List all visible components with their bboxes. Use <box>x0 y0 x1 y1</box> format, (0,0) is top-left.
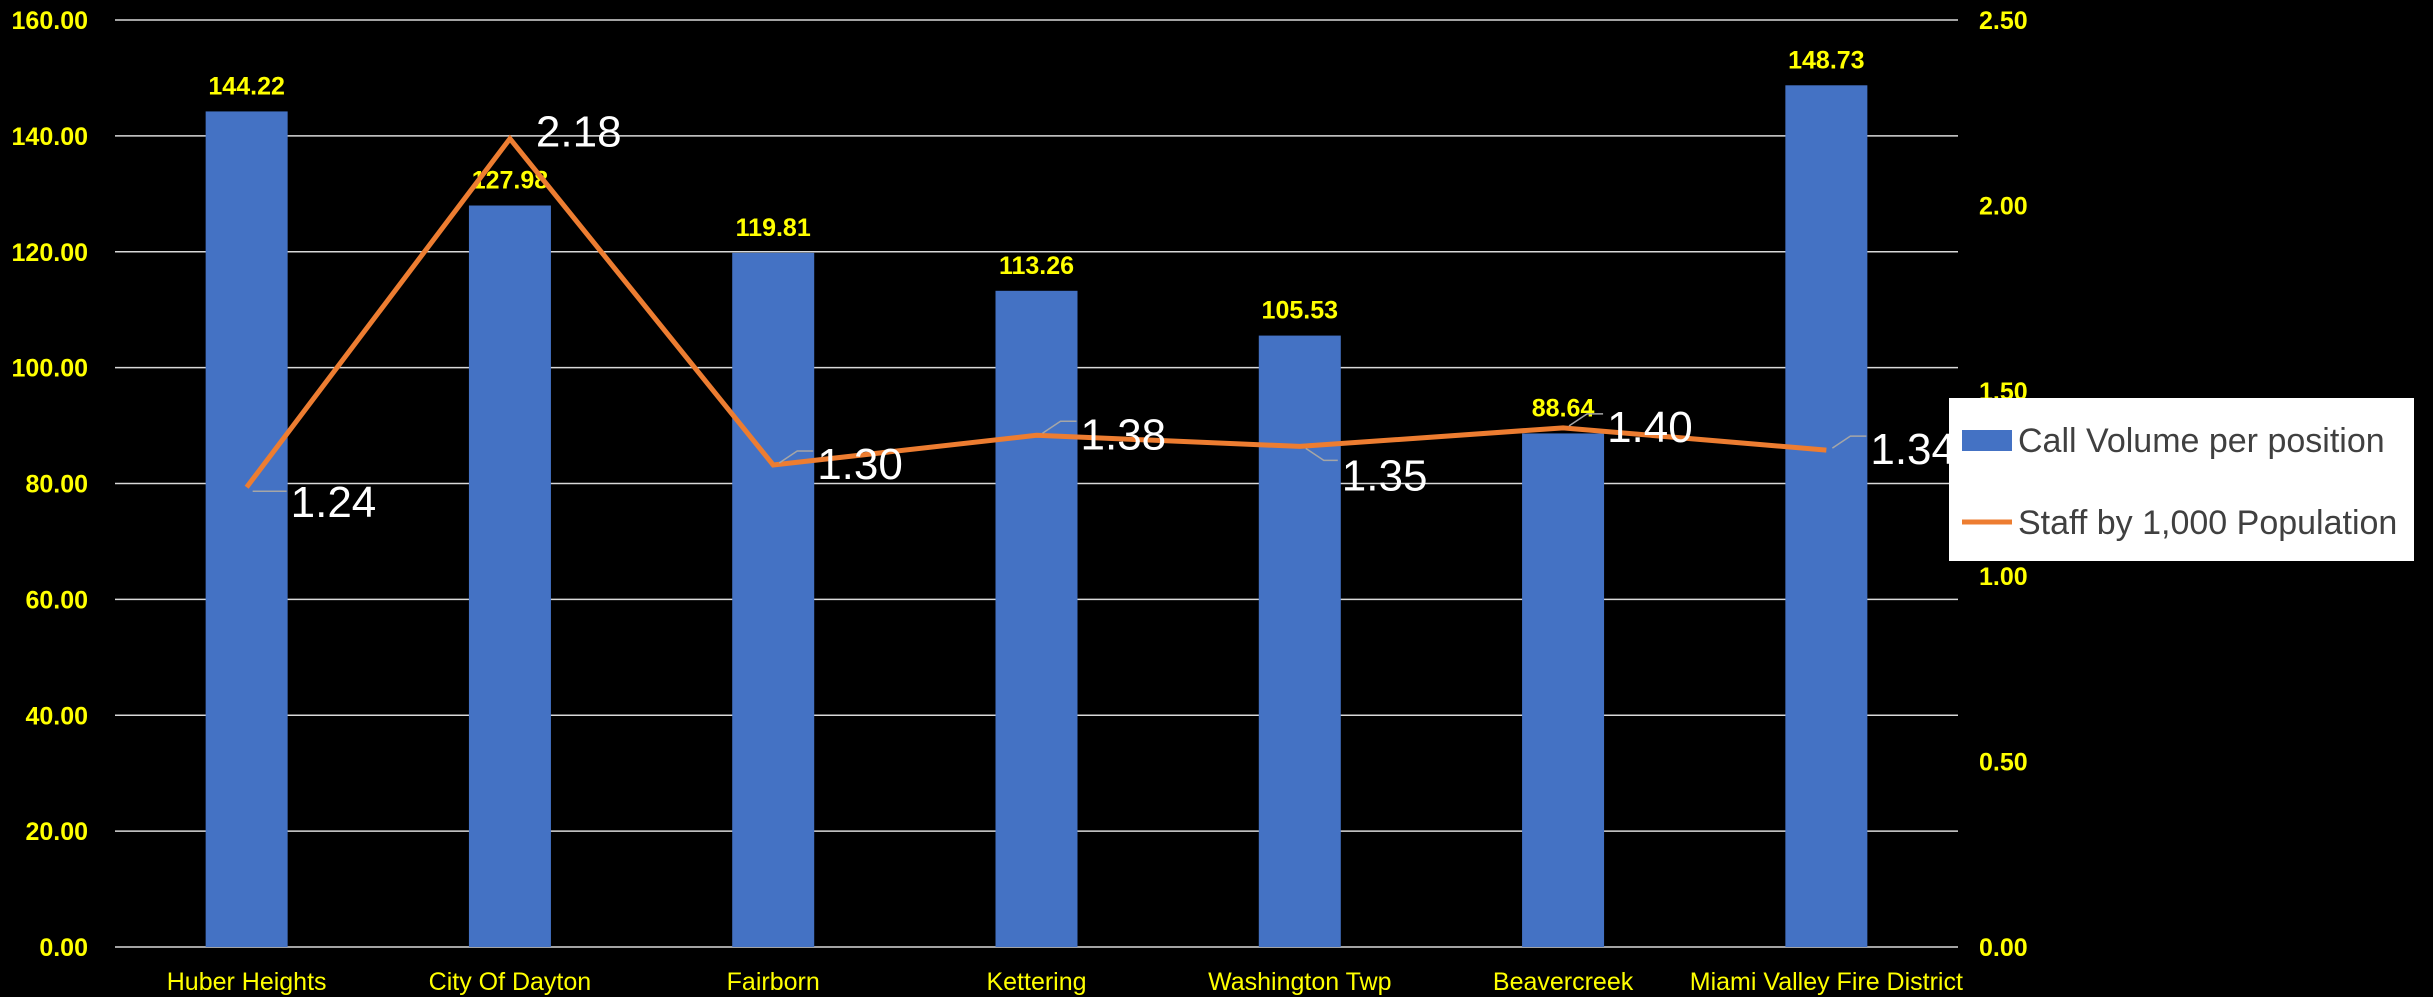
bar-data-label: 148.73 <box>1788 46 1864 74</box>
line-data-label: 1.34 <box>1870 425 1956 474</box>
legend-swatch-call-volume <box>1962 430 2012 451</box>
right-tick-label: 0.00 <box>1979 934 2028 962</box>
line-label-leader <box>1568 413 1604 427</box>
bar <box>205 111 288 948</box>
left-tick-label: 40.00 <box>25 702 88 730</box>
legend-label-call-volume: Call Volume per position <box>2018 422 2385 460</box>
category-axis: Huber Heights City Of Dayton Fairborn Kette… <box>167 968 1963 996</box>
line-data-label: 1.35 <box>1342 451 1428 500</box>
right-tick-label: 1.00 <box>1979 563 2028 591</box>
legend-label-staff: Staff by 1,000 Population <box>2018 504 2397 542</box>
category-label: City Of Dayton <box>429 968 592 996</box>
left-tick-label: 160.00 <box>12 7 88 35</box>
category-label: Washington Twp <box>1208 968 1391 996</box>
bar-data-label: 88.64 <box>1532 394 1595 422</box>
bar-data-label: 105.53 <box>1262 297 1338 325</box>
legend: Call Volume per position Staff by 1,000 … <box>1949 398 2414 561</box>
left-tick-label: 0.00 <box>39 934 88 962</box>
bar <box>995 290 1078 947</box>
line-data-label: 1.40 <box>1607 403 1693 452</box>
bar <box>1522 433 1605 947</box>
left-tick-label: 60.00 <box>25 586 88 614</box>
line-data-label: 2.18 <box>536 108 622 157</box>
left-tick-label: 80.00 <box>25 471 88 499</box>
line-data-label: 1.30 <box>817 440 903 489</box>
right-tick-label: 2.50 <box>1979 7 2028 35</box>
left-tick-label: 140.00 <box>12 123 88 151</box>
bar-series <box>205 85 1868 948</box>
right-axis: 0.000.501.001.502.002.50 <box>1979 7 2028 962</box>
bar-data-label: 144.22 <box>208 72 284 100</box>
category-label: Miami Valley Fire District <box>1690 968 1963 996</box>
line-label-leader <box>778 450 814 464</box>
category-label: Huber Heights <box>167 968 327 996</box>
left-axis: 0.00 20.00 40.00 60.00 80.00 100.00 120.00 140.… <box>12 7 88 962</box>
bar <box>1785 85 1868 948</box>
bar-data-labels: 144.22127.98119.81113.26105.5388.64148.7… <box>208 46 1864 422</box>
category-label: Beavercreek <box>1493 968 1634 996</box>
left-tick-label: 100.00 <box>12 355 88 383</box>
bar <box>732 252 815 947</box>
line-data-label: 1.24 <box>291 478 377 527</box>
bar <box>468 205 551 947</box>
line-label-leader <box>1305 447 1338 462</box>
line-series <box>244 134 1827 489</box>
category-label: Kettering <box>986 968 1086 996</box>
line-path <box>244 134 1827 489</box>
right-tick-label: 2.00 <box>1979 192 2028 220</box>
line-label-leader <box>1042 420 1077 434</box>
left-tick-label: 120.00 <box>12 239 88 267</box>
line-data-labels: 1.24 2.18 1.30 1.38 1.35 1.40 1.34 <box>252 108 1956 527</box>
category-label: Fairborn <box>727 968 820 996</box>
left-tick-label: 20.00 <box>25 818 88 846</box>
bar <box>1258 335 1341 947</box>
line-label-leader <box>1831 435 1867 449</box>
legend-box <box>1949 398 2414 561</box>
bar-data-label: 119.81 <box>736 214 811 242</box>
line-data-label: 1.38 <box>1081 410 1167 459</box>
bar-data-label: 113.26 <box>999 252 1074 280</box>
right-tick-label: 0.50 <box>1979 749 2028 777</box>
